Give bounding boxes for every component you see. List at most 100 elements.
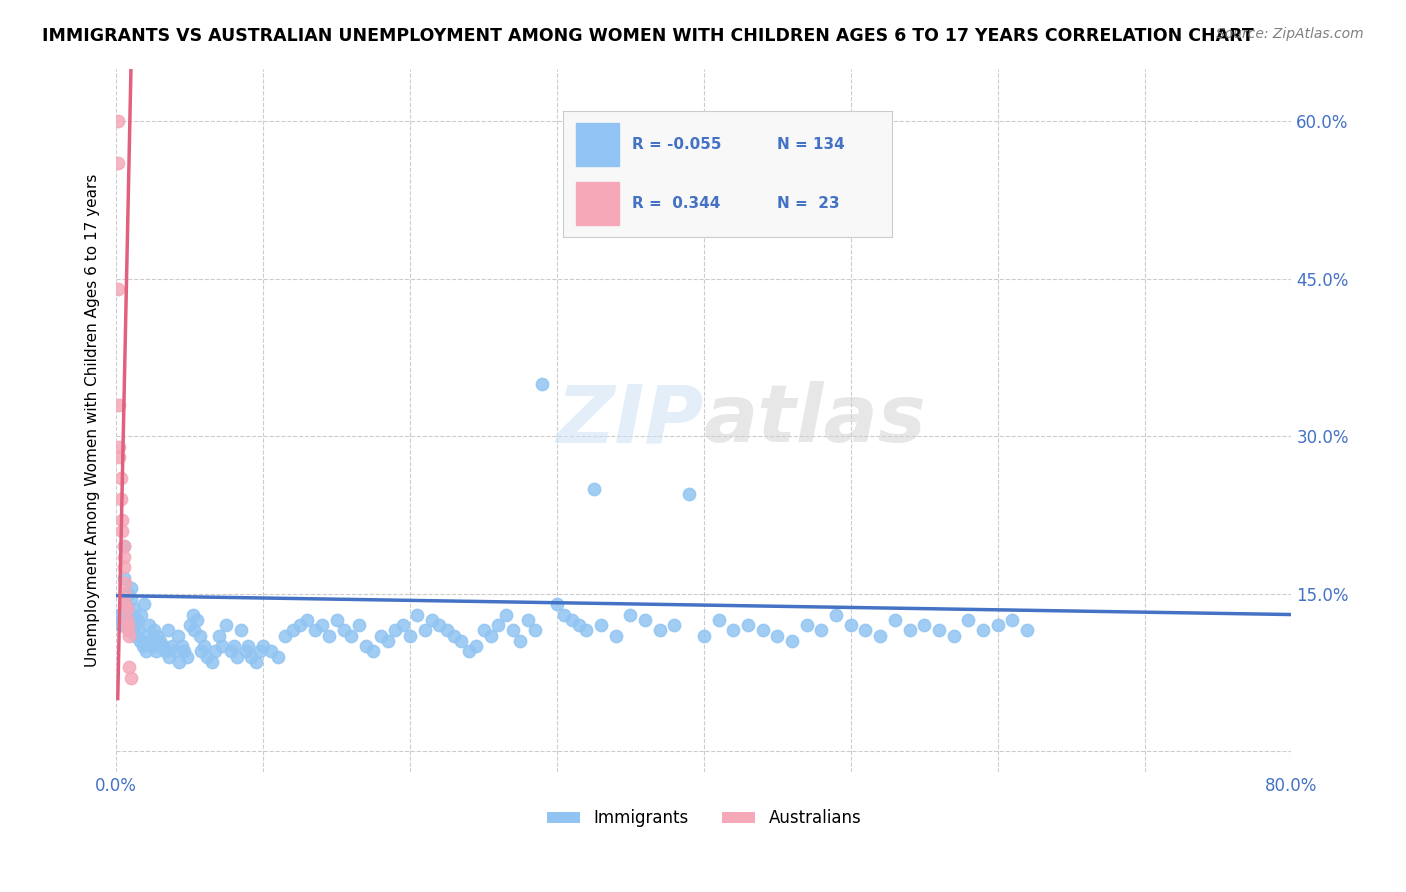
Point xyxy=(193,639,215,653)
Point xyxy=(869,628,891,642)
Point xyxy=(179,618,201,632)
Point xyxy=(589,618,612,632)
Point xyxy=(204,644,226,658)
Point xyxy=(377,633,399,648)
Point xyxy=(486,618,509,632)
Point xyxy=(1015,624,1038,638)
Point xyxy=(384,624,406,638)
Point xyxy=(211,639,233,653)
Point xyxy=(288,618,311,632)
Point xyxy=(125,613,148,627)
Point xyxy=(436,624,458,638)
Point xyxy=(693,628,716,642)
Point xyxy=(465,639,488,653)
Point xyxy=(391,618,413,632)
Point xyxy=(568,618,591,632)
Point xyxy=(531,376,554,391)
Point xyxy=(112,571,135,585)
Point xyxy=(810,624,832,638)
Point xyxy=(737,618,759,632)
Point xyxy=(112,539,135,553)
Point xyxy=(957,613,980,627)
Point xyxy=(208,628,231,642)
Point xyxy=(112,549,135,564)
Point xyxy=(124,618,146,632)
Point xyxy=(169,655,191,669)
Point xyxy=(115,602,138,616)
Point xyxy=(215,618,238,632)
Point xyxy=(928,624,950,638)
Point xyxy=(108,440,131,454)
Point xyxy=(333,624,356,638)
Point xyxy=(553,607,575,622)
Point xyxy=(107,114,129,128)
Point xyxy=(115,613,138,627)
Point xyxy=(259,644,281,658)
Text: Source: ZipAtlas.com: Source: ZipAtlas.com xyxy=(1216,27,1364,41)
Point xyxy=(114,597,136,611)
Point xyxy=(561,613,583,627)
Point xyxy=(780,633,803,648)
Point xyxy=(678,487,700,501)
Point xyxy=(117,586,139,600)
Point xyxy=(142,639,165,653)
Point xyxy=(118,628,141,642)
Point xyxy=(127,624,149,638)
Point xyxy=(575,624,598,638)
Point xyxy=(115,602,138,616)
Point xyxy=(128,633,150,648)
Point xyxy=(181,607,204,622)
Point xyxy=(157,649,180,664)
Point xyxy=(420,613,443,627)
Point xyxy=(723,624,745,638)
Point xyxy=(509,633,531,648)
Point xyxy=(219,644,242,658)
Point xyxy=(138,618,160,632)
Point xyxy=(325,613,347,627)
Point xyxy=(122,602,145,616)
Point xyxy=(117,624,139,638)
Point xyxy=(108,607,131,622)
Point xyxy=(582,482,605,496)
Point xyxy=(153,644,176,658)
Point xyxy=(634,613,657,627)
Point xyxy=(231,624,253,638)
Point xyxy=(107,156,129,170)
Point xyxy=(450,633,472,648)
Point xyxy=(267,649,290,664)
Text: IMMIGRANTS VS AUSTRALIAN UNEMPLOYMENT AMONG WOMEN WITH CHILDREN AGES 6 TO 17 YEA: IMMIGRANTS VS AUSTRALIAN UNEMPLOYMENT AM… xyxy=(42,27,1254,45)
Point xyxy=(114,586,136,600)
Point xyxy=(121,607,143,622)
Point xyxy=(318,628,340,642)
Point xyxy=(183,624,205,638)
Point xyxy=(172,639,194,653)
Point xyxy=(240,649,263,664)
Point xyxy=(472,624,495,638)
Point xyxy=(238,639,260,653)
Point xyxy=(523,624,546,638)
Point xyxy=(502,624,524,638)
Point xyxy=(186,613,208,627)
Text: atlas: atlas xyxy=(704,381,927,459)
Point xyxy=(252,639,274,653)
Point xyxy=(107,282,129,296)
Point xyxy=(664,618,686,632)
Point xyxy=(120,582,142,596)
Point xyxy=(707,613,730,627)
Point xyxy=(354,639,377,653)
Point xyxy=(304,624,326,638)
Point xyxy=(363,644,385,658)
Point xyxy=(912,618,935,632)
Point xyxy=(195,649,218,664)
Point xyxy=(825,607,848,622)
Point xyxy=(347,618,370,632)
Point xyxy=(413,624,436,638)
Point xyxy=(152,639,174,653)
Point xyxy=(110,471,132,485)
Point xyxy=(114,597,136,611)
Point xyxy=(281,624,304,638)
Point xyxy=(619,607,641,622)
Point xyxy=(129,607,152,622)
Point xyxy=(143,624,166,638)
Y-axis label: Unemployment Among Women with Children Ages 6 to 17 years: Unemployment Among Women with Children A… xyxy=(86,174,100,667)
